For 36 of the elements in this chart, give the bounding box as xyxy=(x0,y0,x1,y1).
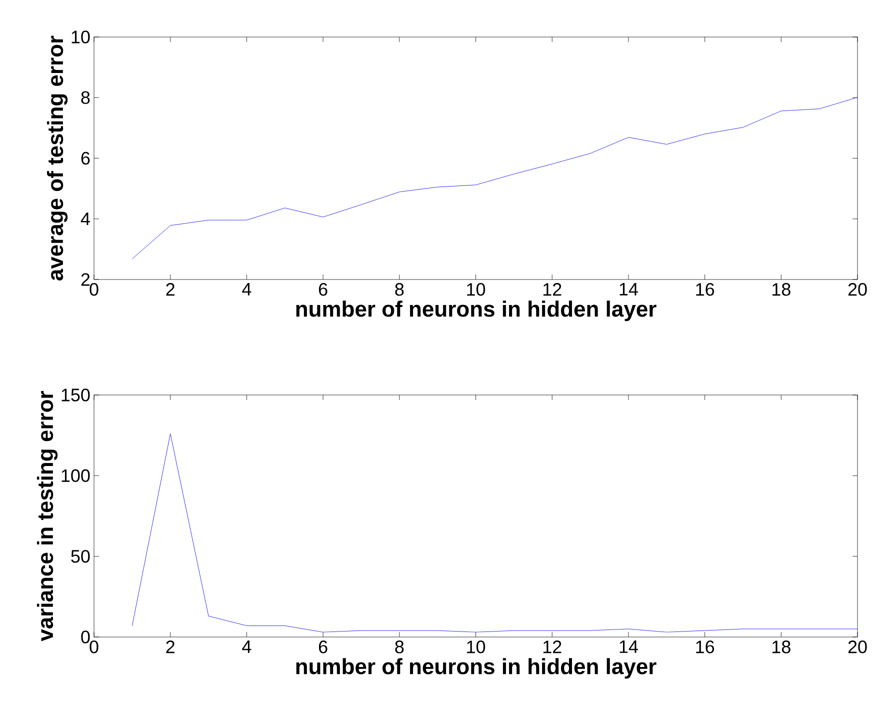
y-tick-label: 50 xyxy=(71,550,90,563)
x-tick-label: 10 xyxy=(467,640,486,654)
x-tick-label: 20 xyxy=(848,283,867,296)
y-tick-label: 0 xyxy=(81,630,90,644)
x-tick-label: 4 xyxy=(242,640,252,653)
x-tick-label: 14 xyxy=(620,640,638,653)
x-tick-label: 0 xyxy=(90,640,98,654)
y-axis-title: average of testing error xyxy=(46,36,68,280)
y-tick-label: 4 xyxy=(80,212,90,226)
x-tick-label: 16 xyxy=(696,640,714,654)
x-tick-label: 2 xyxy=(166,283,174,296)
x-tick-label: 6 xyxy=(318,283,328,296)
x-tick-label: 18 xyxy=(772,283,790,296)
y-tick-label: 10 xyxy=(72,30,90,44)
x-tick-label: 20 xyxy=(848,640,867,654)
y-tick-label: 2 xyxy=(81,273,90,286)
x-tick-label: 12 xyxy=(543,640,562,654)
y-tick-label: 100 xyxy=(62,469,90,482)
x-tick-label: 12 xyxy=(543,283,562,296)
y-tick-label: 6 xyxy=(81,152,90,165)
y-tick-label: 150 xyxy=(62,388,90,402)
y-tick-label: 8 xyxy=(81,91,90,104)
x-tick-label: 10 xyxy=(467,283,486,296)
x-tick-label: 0 xyxy=(90,283,98,296)
x-tick-label: 6 xyxy=(318,640,328,654)
x-tick-label: 14 xyxy=(620,283,638,296)
x-axis-title: number of neurons in hidden layer xyxy=(296,300,656,322)
line-series xyxy=(132,97,858,260)
x-tick-label: 18 xyxy=(772,640,790,654)
x-tick-label: 8 xyxy=(395,283,404,296)
x-tick-label: 8 xyxy=(395,640,404,654)
y-axis-title: variance in testing error xyxy=(36,391,58,642)
x-tick-label: 4 xyxy=(242,283,252,296)
x-tick-label: 2 xyxy=(166,640,174,654)
x-axis-title: number of neurons in hidden layer xyxy=(296,658,656,679)
x-tick-label: 16 xyxy=(696,283,714,296)
